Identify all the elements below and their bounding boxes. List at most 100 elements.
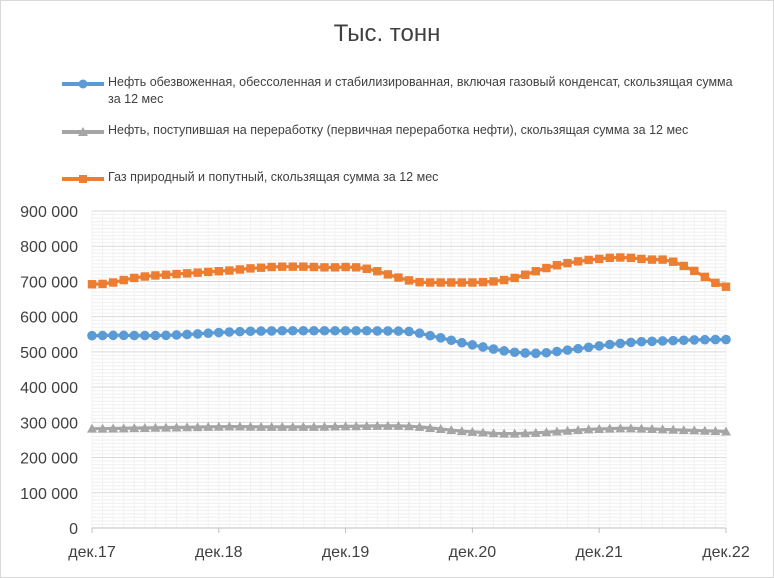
data-point-gas	[415, 277, 424, 287]
data-point-gas	[225, 266, 234, 275]
data-point-oil-production	[425, 330, 435, 341]
data-point-oil-refining	[689, 425, 700, 435]
data-point-gas	[658, 255, 667, 264]
data-point-oil-production	[330, 325, 340, 336]
data-point-oil-refining	[678, 425, 689, 435]
data-point-oil-production	[435, 333, 446, 343]
data-point-oil-refining	[308, 421, 319, 431]
data-point-gas	[668, 257, 678, 266]
data-point-gas	[721, 282, 731, 291]
data-point-oil-production	[161, 330, 171, 341]
data-point-gas	[151, 271, 160, 280]
data-point-oil-refining	[414, 421, 425, 431]
data-point-oil-production	[203, 328, 214, 339]
data-point-oil-refining	[361, 421, 372, 431]
data-point-gas	[425, 278, 435, 287]
data-point-oil-production	[393, 326, 404, 336]
data-point-gas	[299, 262, 308, 271]
data-point-gas	[605, 253, 614, 263]
data-point-oil-refining	[541, 427, 552, 437]
data-point-oil-production	[140, 330, 150, 341]
data-point-oil-production	[171, 330, 182, 340]
data-point-oil-production	[721, 334, 731, 345]
data-point-gas	[584, 255, 593, 265]
data-point-oil-refining	[129, 423, 140, 433]
data-point-oil-production	[245, 326, 256, 337]
data-point-oil-production	[87, 330, 97, 341]
data-point-oil-production	[287, 325, 298, 336]
x-tick-label: дек.21	[575, 544, 623, 561]
data-point-gas	[447, 278, 456, 287]
data-point-gas	[383, 270, 393, 279]
x-tick-label: дек.18	[195, 544, 243, 561]
data-point-oil-refining	[245, 421, 256, 431]
data-point-oil-refining	[171, 422, 182, 432]
data-point-oil-production	[340, 325, 351, 336]
data-point-oil-refining	[97, 423, 108, 433]
data-point-gas	[119, 275, 128, 285]
data-point-gas	[637, 254, 646, 264]
data-point-gas	[394, 273, 403, 282]
data-point-oil-refining	[488, 428, 499, 438]
data-point-gas	[647, 255, 657, 264]
data-point-oil-production	[383, 326, 393, 336]
data-point-oil-refining	[150, 422, 161, 432]
data-point-oil-refining	[721, 426, 731, 436]
data-point-gas	[499, 275, 509, 285]
data-point-oil-refining	[266, 421, 277, 431]
data-point-oil-production	[97, 330, 108, 341]
data-point-oil-production	[457, 337, 467, 348]
data-point-oil-production	[710, 334, 721, 345]
data-point-oil-production	[467, 340, 478, 350]
data-point-oil-refining	[160, 422, 171, 432]
data-point-oil-production	[668, 335, 678, 346]
legend-marker-oil-production	[62, 79, 104, 89]
data-point-oil-refining	[224, 421, 235, 431]
y-tick-label: 900 000	[20, 204, 78, 221]
x-tick-label: дек.19	[322, 544, 370, 561]
data-point-oil-refining	[435, 424, 446, 434]
data-point-oil-refining	[583, 424, 594, 434]
x-tick-label: дек.22	[702, 544, 750, 561]
data-point-oil-refining	[404, 421, 414, 431]
data-point-oil-production	[404, 326, 414, 337]
data-point-gas	[531, 267, 540, 276]
data-point-oil-refining	[182, 422, 193, 432]
data-point-oil-production	[235, 326, 245, 337]
data-point-gas	[108, 278, 118, 287]
data-point-gas	[214, 267, 223, 276]
data-point-oil-refining	[382, 420, 393, 430]
data-point-oil-production	[615, 338, 626, 349]
data-point-oil-production	[351, 325, 361, 336]
data-point-oil-production	[150, 330, 161, 341]
y-tick-label: 600 000	[20, 310, 78, 327]
data-point-oil-production	[700, 334, 710, 345]
data-point-oil-production	[118, 330, 129, 341]
data-point-oil-refining	[108, 423, 119, 433]
data-point-oil-production	[678, 335, 689, 346]
data-point-oil-refining	[372, 420, 383, 430]
data-point-oil-refining	[520, 428, 531, 438]
data-point-oil-refining	[425, 422, 436, 432]
data-point-gas	[521, 270, 530, 279]
data-point-gas	[510, 273, 519, 283]
data-point-oil-production	[541, 347, 552, 358]
data-point-oil-refining	[477, 427, 488, 437]
data-point-gas	[193, 268, 202, 277]
data-point-oil-refining	[668, 424, 679, 434]
data-point-oil-production	[182, 329, 192, 340]
data-point-oil-production	[214, 327, 224, 338]
legend-marker-oil-refining	[62, 127, 104, 136]
data-point-oil-refining	[139, 422, 150, 432]
data-point-oil-production	[309, 325, 319, 336]
data-point-oil-refining	[234, 421, 245, 431]
data-point-oil-production	[499, 346, 509, 356]
data-point-oil-refining	[530, 427, 541, 437]
data-point-gas	[690, 266, 699, 276]
data-point-oil-production	[647, 336, 657, 347]
data-point-gas	[700, 272, 710, 282]
data-point-oil-refining	[499, 428, 510, 438]
chart-title: Тыс. тонн	[333, 20, 441, 47]
legend-label-gas: Газ природный и попутный, скользящая сум…	[108, 170, 439, 184]
data-point-oil-production	[108, 330, 118, 341]
